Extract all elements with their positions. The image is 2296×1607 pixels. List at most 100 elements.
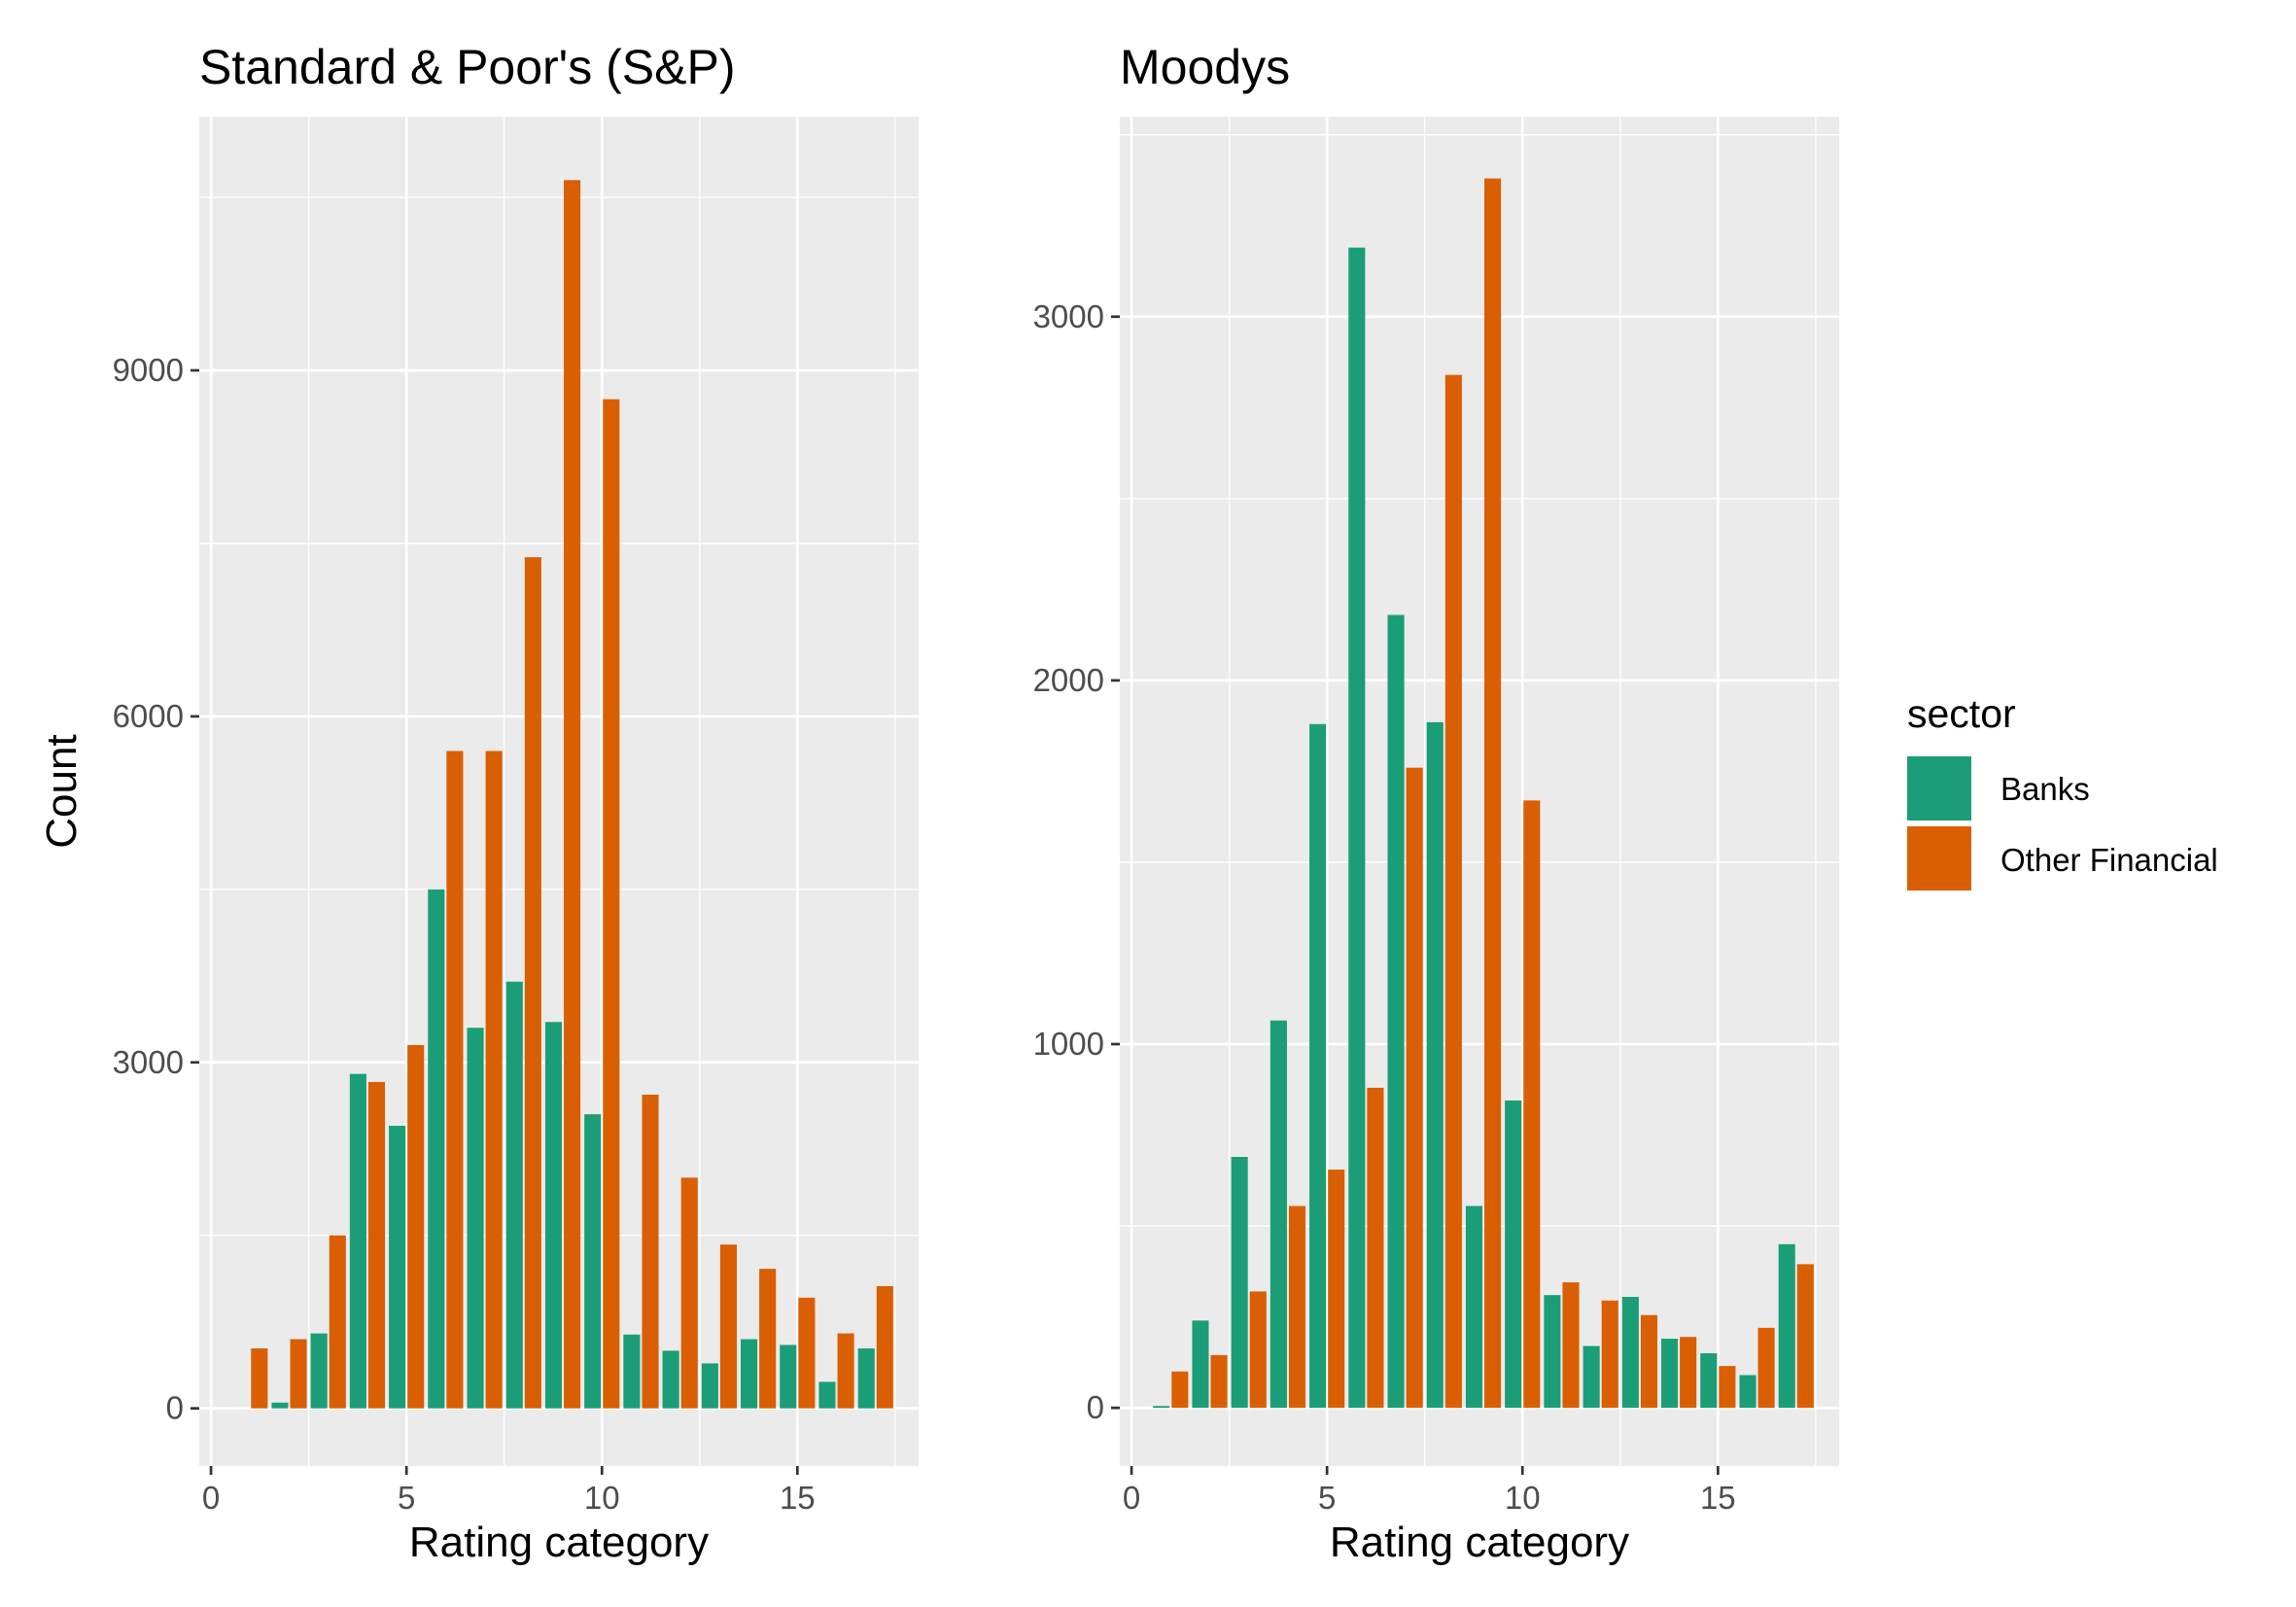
x-tick-label: 15 (780, 1480, 816, 1516)
y-tick-label: 1000 (1033, 1026, 1104, 1062)
bar-other-financial (1757, 1327, 1775, 1409)
panel-moodys-x-ticks: 0 5 10 15 (1123, 1466, 1736, 1516)
bar-other-financial (1171, 1371, 1189, 1409)
bar-banks (584, 1114, 602, 1409)
x-tick-label: 0 (202, 1480, 220, 1516)
panel-sp-bars (232, 180, 893, 1409)
bar-other-financial (1406, 767, 1423, 1409)
bar-other-financial (1367, 1087, 1384, 1409)
bar-banks (1700, 1353, 1718, 1409)
panel-sp-x-ticks: 0 5 10 15 (202, 1466, 816, 1516)
y-tick-label: 0 (166, 1390, 184, 1426)
bar-banks (1505, 1100, 1522, 1409)
legend-swatch-other-financial (1907, 826, 1971, 891)
bar-other-financial (367, 1081, 386, 1409)
bar-banks (1270, 1020, 1287, 1409)
x-tick-label: 10 (584, 1480, 620, 1516)
bar-banks (1583, 1345, 1600, 1409)
bar-banks (428, 889, 445, 1409)
bar-banks (467, 1028, 484, 1409)
bar-other-financial (290, 1339, 307, 1409)
panel-moodys-y-ticks: 0 1000 2000 3000 (1033, 298, 1120, 1425)
bar-banks (1621, 1297, 1639, 1409)
bar-other-financial (564, 180, 581, 1409)
bar-banks (505, 981, 523, 1409)
bar-banks (1192, 1320, 1209, 1409)
bar-other-financial (603, 399, 620, 1409)
y-tick-label: 6000 (113, 698, 184, 734)
bar-banks (1426, 721, 1444, 1409)
bar-other-financial (251, 1347, 268, 1409)
bar-banks (271, 1402, 289, 1409)
bar-other-financial (680, 1177, 698, 1409)
legend-label-banks: Banks (2000, 771, 2090, 807)
x-tick-label: 5 (398, 1480, 415, 1516)
bar-other-financial (1288, 1205, 1306, 1409)
bar-banks (1661, 1339, 1679, 1409)
bar-other-financial (1444, 374, 1462, 1409)
bar-banks (1387, 614, 1405, 1409)
panel-moodys-title: Moodys (1120, 40, 1290, 94)
bar-banks (1465, 1205, 1483, 1409)
bar-other-financial (1640, 1314, 1657, 1409)
bar-other-financial (837, 1333, 854, 1409)
panel-moodys-bars (1153, 178, 1814, 1409)
bar-other-financial (1523, 800, 1541, 1409)
legend: sector Banks Other Financial (1907, 691, 2218, 891)
y-tick-label: 2000 (1033, 662, 1104, 698)
bar-banks (701, 1363, 718, 1409)
bar-banks (623, 1334, 641, 1409)
panel-sp-title: Standard & Poor's (S&P) (199, 40, 735, 94)
bar-banks (1309, 723, 1327, 1409)
bar-other-financial (1562, 1282, 1580, 1409)
bar-banks (1739, 1375, 1757, 1409)
x-tick-label: 15 (1700, 1480, 1736, 1516)
panel-moodys: Moodys 0 1000 2000 3000 0 5 10 15 Rating categ… (1033, 40, 1839, 1566)
bar-other-financial (1680, 1337, 1697, 1409)
x-tick-label: 5 (1318, 1480, 1336, 1516)
bar-other-financial (446, 751, 464, 1409)
bar-banks (857, 1347, 875, 1409)
bar-banks (741, 1339, 758, 1409)
bar-banks (1544, 1295, 1561, 1409)
legend-title: sector (1907, 691, 2016, 736)
bar-other-financial (1719, 1366, 1736, 1409)
bar-other-financial (407, 1044, 425, 1409)
bar-other-financial (524, 557, 541, 1409)
bar-banks (310, 1333, 328, 1409)
y-tick-label: 3000 (113, 1044, 184, 1080)
panel-moodys-x-axis-title: Rating category (1330, 1519, 1629, 1566)
bar-banks (1231, 1156, 1248, 1409)
panel-sp-y-axis-title: Count (38, 734, 86, 848)
bar-banks (544, 1022, 563, 1409)
bar-other-financial (876, 1285, 893, 1409)
x-tick-label: 10 (1505, 1480, 1541, 1516)
bar-other-financial (1601, 1300, 1618, 1409)
bar-banks (1778, 1243, 1795, 1409)
bar-banks (818, 1381, 836, 1409)
bar-banks (389, 1126, 406, 1409)
bar-banks (1348, 247, 1366, 1409)
legend-swatch-banks (1907, 756, 1971, 821)
bar-other-financial (719, 1244, 737, 1409)
bar-other-financial (642, 1095, 659, 1409)
bar-other-financial (1249, 1291, 1267, 1409)
bar-other-financial (1328, 1170, 1345, 1409)
x-tick-label: 0 (1123, 1480, 1140, 1516)
panel-sp-x-axis-title: Rating category (409, 1519, 709, 1566)
bar-banks (780, 1345, 797, 1409)
bar-other-financial (798, 1297, 816, 1409)
bar-other-financial (329, 1235, 346, 1409)
panel-sp: Standard & Poor's (S&P) 0 3000 6000 9000 0 5… (38, 40, 919, 1566)
bar-banks (1153, 1406, 1170, 1409)
bar-banks (349, 1073, 366, 1409)
y-tick-label: 0 (1087, 1389, 1104, 1425)
bar-other-financial (485, 751, 503, 1409)
bar-banks (662, 1350, 679, 1409)
bar-other-financial (1484, 178, 1502, 1409)
bar-other-financial (1210, 1354, 1228, 1409)
y-tick-label: 3000 (1033, 298, 1104, 334)
legend-label-other-financial: Other Financial (2000, 842, 2218, 878)
bar-other-financial (1796, 1264, 1814, 1409)
